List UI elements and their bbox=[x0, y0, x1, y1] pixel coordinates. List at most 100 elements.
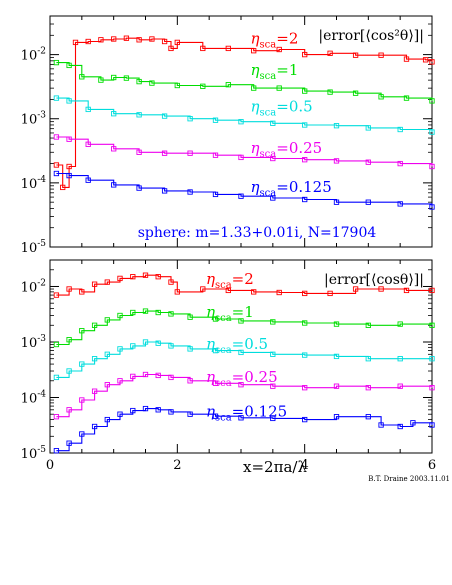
data-point bbox=[276, 85, 282, 91]
data-point bbox=[397, 321, 403, 327]
data-point bbox=[85, 38, 91, 45]
data-point bbox=[429, 287, 435, 294]
data-point bbox=[378, 422, 384, 428]
data-point bbox=[251, 289, 257, 295]
data-point bbox=[85, 106, 91, 113]
data-point bbox=[403, 56, 410, 62]
plot-frame bbox=[49, 15, 433, 248]
data-point bbox=[66, 368, 72, 374]
data-point bbox=[161, 150, 168, 156]
y-tick-label: 10-3 bbox=[21, 111, 47, 128]
data-point bbox=[66, 163, 72, 170]
data-point bbox=[91, 423, 98, 430]
data-point bbox=[149, 36, 155, 42]
data-point bbox=[66, 407, 72, 413]
data-point bbox=[130, 309, 136, 316]
data-point bbox=[136, 185, 142, 191]
data-point bbox=[422, 57, 429, 63]
data-point bbox=[212, 191, 219, 198]
data-point bbox=[302, 385, 308, 391]
data-point bbox=[397, 126, 403, 133]
data-point bbox=[270, 319, 276, 325]
data-point bbox=[149, 80, 155, 86]
data-point bbox=[155, 309, 161, 316]
data-point bbox=[79, 289, 85, 295]
data-point bbox=[378, 286, 384, 292]
data-point bbox=[302, 196, 308, 203]
series-label: ηsca=0.5 bbox=[251, 97, 313, 118]
data-point bbox=[66, 286, 72, 292]
data-point bbox=[397, 383, 403, 389]
data-point bbox=[212, 380, 219, 386]
x-tick-label: 6 bbox=[428, 458, 436, 473]
data-point bbox=[365, 385, 371, 391]
data-point bbox=[53, 292, 60, 298]
data-point bbox=[168, 374, 174, 381]
data-point bbox=[85, 141, 91, 147]
series-label: ηsca=0.25 bbox=[206, 368, 278, 389]
panel-title: |error[⟨cos²θ⟩]| bbox=[318, 28, 424, 44]
y-tick-label: 10-5 bbox=[21, 239, 47, 256]
data-point bbox=[66, 172, 72, 179]
data-point bbox=[238, 382, 244, 388]
data-point bbox=[200, 45, 206, 52]
data-point bbox=[142, 371, 149, 378]
series-label: ηsca=0.125 bbox=[251, 178, 332, 199]
data-point bbox=[98, 37, 104, 43]
series-label: ηsca=0.25 bbox=[251, 139, 323, 160]
y-tick-label: 10-5 bbox=[21, 445, 47, 462]
data-point bbox=[212, 152, 219, 158]
data-point bbox=[238, 119, 244, 125]
data-point bbox=[352, 52, 359, 58]
data-point bbox=[155, 372, 161, 379]
data-point bbox=[66, 440, 72, 446]
data-point bbox=[333, 383, 340, 389]
data-point bbox=[60, 184, 66, 191]
data-point bbox=[72, 39, 79, 46]
data-point bbox=[270, 155, 276, 162]
data-point bbox=[352, 286, 359, 292]
data-point bbox=[187, 189, 193, 195]
data-point bbox=[276, 289, 282, 296]
data-point bbox=[429, 385, 435, 391]
data-point bbox=[111, 36, 117, 42]
data-point bbox=[403, 95, 410, 101]
data-point bbox=[187, 314, 193, 320]
y-tick-label: 10-4 bbox=[21, 389, 47, 406]
data-point bbox=[200, 286, 206, 292]
data-point bbox=[66, 98, 72, 104]
data-point bbox=[79, 397, 85, 403]
data-point bbox=[333, 158, 340, 164]
data-point bbox=[270, 351, 276, 357]
data-point bbox=[117, 312, 123, 319]
data-point bbox=[53, 448, 60, 454]
data-point bbox=[378, 52, 384, 58]
data-point bbox=[79, 431, 85, 437]
data-point bbox=[155, 274, 161, 280]
data-point bbox=[365, 322, 371, 328]
data-point bbox=[104, 317, 110, 323]
data-point bbox=[187, 411, 193, 417]
data-point bbox=[168, 279, 174, 285]
data-point bbox=[397, 201, 403, 207]
data-point bbox=[238, 154, 244, 161]
y-tick-label: 10-2 bbox=[21, 47, 46, 64]
data-point bbox=[238, 415, 244, 421]
panel-title: |error[⟨cosθ⟩]| bbox=[324, 272, 424, 288]
data-point bbox=[111, 182, 117, 188]
y-tick-label: 10-4 bbox=[21, 175, 47, 192]
series-label: ηsca=0.125 bbox=[206, 403, 287, 424]
data-point bbox=[53, 170, 60, 177]
x-tick-label: 2 bbox=[173, 458, 181, 473]
data-point bbox=[333, 414, 340, 420]
data-point bbox=[212, 117, 219, 123]
data-point bbox=[136, 149, 142, 155]
data-point bbox=[104, 351, 110, 357]
data-point bbox=[142, 405, 149, 412]
data-point bbox=[130, 343, 136, 349]
credit-text: B.T. Draine 2003.11.01 bbox=[368, 475, 450, 483]
x-axis-label: x=2πa/λ bbox=[243, 458, 307, 476]
data-point bbox=[168, 45, 174, 52]
data-point bbox=[168, 409, 174, 415]
series-line bbox=[56, 310, 433, 346]
